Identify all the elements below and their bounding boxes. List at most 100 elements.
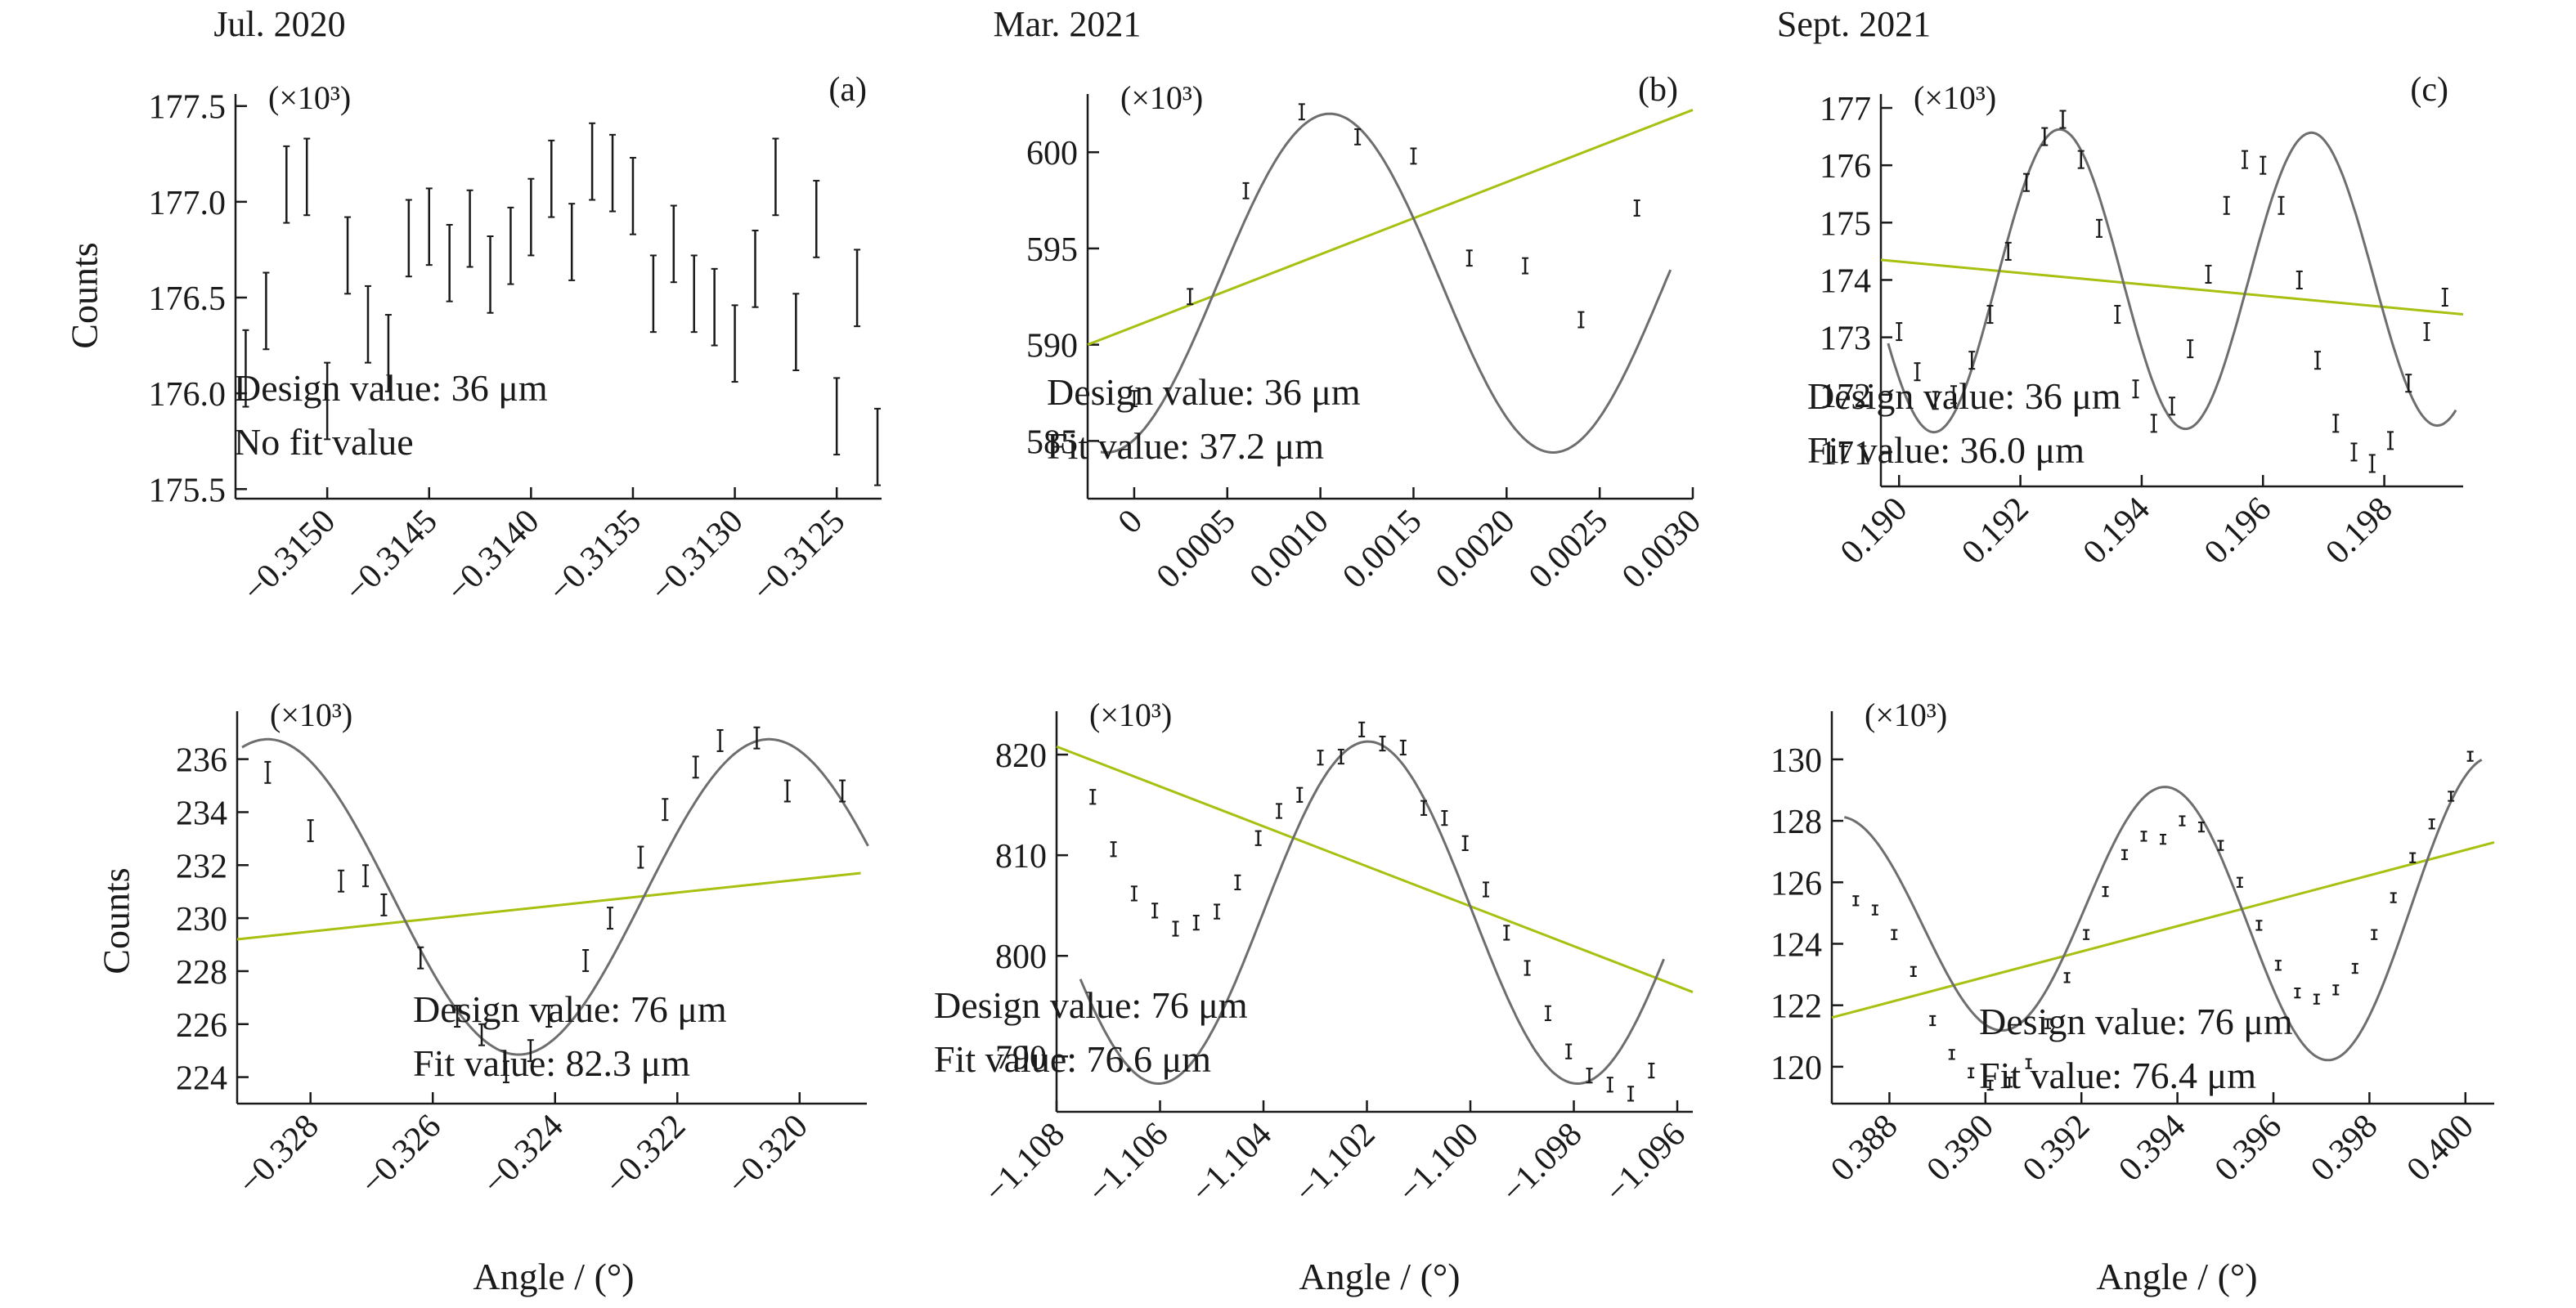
y-tick-label: 790	[995, 1039, 1047, 1077]
x-tick-label: 0.190	[1833, 490, 1914, 571]
y-tick-label: 800	[995, 938, 1047, 976]
y-tick-label: 595	[1026, 231, 1078, 269]
x-tick-label: −1.102	[1287, 1116, 1382, 1211]
data-point	[2169, 396, 2175, 416]
data-point	[2313, 993, 2320, 1005]
x-tick-label: 0.392	[2016, 1108, 2097, 1189]
x-tick-label: 0.398	[2304, 1108, 2385, 1189]
data-point	[2296, 270, 2303, 289]
design-value-label: Design value: 76 μm	[1979, 1001, 2293, 1042]
data-point	[283, 145, 290, 224]
y-tick-label: 820	[995, 737, 1047, 775]
column-title-1: Jul. 2020	[213, 4, 346, 44]
x-tick-label: −0.3125	[745, 503, 852, 610]
data-point	[833, 377, 841, 456]
panel-label: (a)	[828, 71, 867, 109]
data-point	[548, 139, 555, 218]
panel-3: 171 172 173 174 175 176 177 0.190 0.192 0.194 0.19…	[1807, 71, 2464, 571]
x-tick-label: −0.3130	[644, 503, 751, 610]
data-point	[2121, 849, 2129, 861]
y-tick-label: 173	[1820, 320, 1871, 358]
data-point	[2428, 818, 2435, 830]
x-tick-label: 0.0015	[1335, 503, 1429, 596]
data-point	[2006, 1077, 2013, 1088]
x-tick-label: −1.098	[1494, 1116, 1589, 1211]
data-point	[690, 254, 698, 334]
data-point	[1524, 960, 1531, 976]
data-point	[752, 229, 759, 308]
x-tick-label: −0.320	[720, 1108, 815, 1203]
data-point	[839, 779, 846, 803]
data-point	[1914, 362, 1921, 382]
x-tick-label: −0.322	[598, 1108, 693, 1203]
y-tick-label: 175.5	[149, 472, 227, 509]
data-point	[2274, 960, 2282, 971]
y-tick-label: 600	[1026, 135, 1078, 172]
y-tick-label: 124	[1770, 926, 1822, 964]
design-value-label: Design value: 76 μm	[413, 988, 727, 1030]
data-point	[2041, 127, 2049, 146]
x-tick-label: 0	[1111, 503, 1150, 541]
data-point	[380, 893, 388, 916]
data-point	[2140, 831, 2147, 842]
x-tick-label: 0.0020	[1429, 503, 1522, 596]
data-point	[1151, 903, 1159, 919]
data-point	[338, 869, 345, 893]
data-point	[1871, 904, 1878, 916]
y-tick-label: 174	[1820, 262, 1871, 300]
fit-value-label: Fit value: 37.2 μm	[1047, 425, 1324, 467]
multiplier-label: (×10³)	[268, 79, 351, 116]
column-title-3: Sept. 2021	[1776, 4, 1932, 44]
x-tick-label: −0.324	[476, 1108, 571, 1203]
fit-curve	[1100, 112, 1672, 455]
data-point	[446, 223, 453, 302]
fit-curve	[1079, 740, 1665, 1085]
data-point	[1910, 965, 1917, 977]
data-point	[324, 361, 331, 441]
panel-label: (c)	[2410, 71, 2448, 109]
y-tick-label: 176	[1820, 148, 1871, 186]
data-point	[1317, 750, 1324, 766]
data-point	[2150, 414, 2157, 433]
data-point	[854, 249, 861, 328]
data-point	[1968, 1067, 1975, 1079]
data-point	[487, 235, 494, 314]
data-point	[792, 293, 800, 372]
column-title-2: Mar. 2021	[993, 4, 1142, 44]
data-point	[1275, 803, 1282, 819]
y-tick-label: 810	[995, 838, 1047, 876]
data-point	[1298, 103, 1305, 121]
data-point	[1234, 874, 1241, 890]
x-tick-label: −0.3150	[236, 503, 343, 610]
data-point	[2004, 241, 2012, 261]
data-point	[1929, 1015, 1936, 1027]
y-tick-label: 122	[1770, 988, 1822, 1026]
data-point	[2187, 339, 2194, 359]
data-point	[711, 267, 718, 347]
y-tick-label: 171	[1820, 435, 1871, 473]
x-tick-label: −1.108	[977, 1116, 1072, 1211]
y-tick-label: 130	[1770, 742, 1822, 780]
data-point	[1852, 895, 1860, 907]
design-value-label: Design value: 36 μm	[1047, 371, 1361, 413]
data-point	[1606, 1077, 1613, 1093]
x-tick-label: −0.3140	[439, 503, 546, 610]
data-point	[609, 133, 617, 213]
data-point	[1986, 305, 1994, 325]
linear-fit-line	[236, 871, 861, 941]
data-point	[2423, 322, 2430, 342]
data-point	[1648, 1062, 1655, 1079]
data-point	[263, 271, 270, 351]
y-tick-label: 585	[1026, 423, 1078, 461]
x-tick-label: −1.100	[1391, 1116, 1486, 1211]
fit-curve	[1843, 759, 2483, 1062]
data-point	[607, 907, 614, 930]
data-point	[783, 779, 791, 803]
data-point	[670, 204, 677, 284]
fit-value-label: Fit value: 76.6 μm	[934, 1038, 1211, 1080]
data-point	[2371, 929, 2378, 940]
data-point	[1968, 351, 1976, 370]
